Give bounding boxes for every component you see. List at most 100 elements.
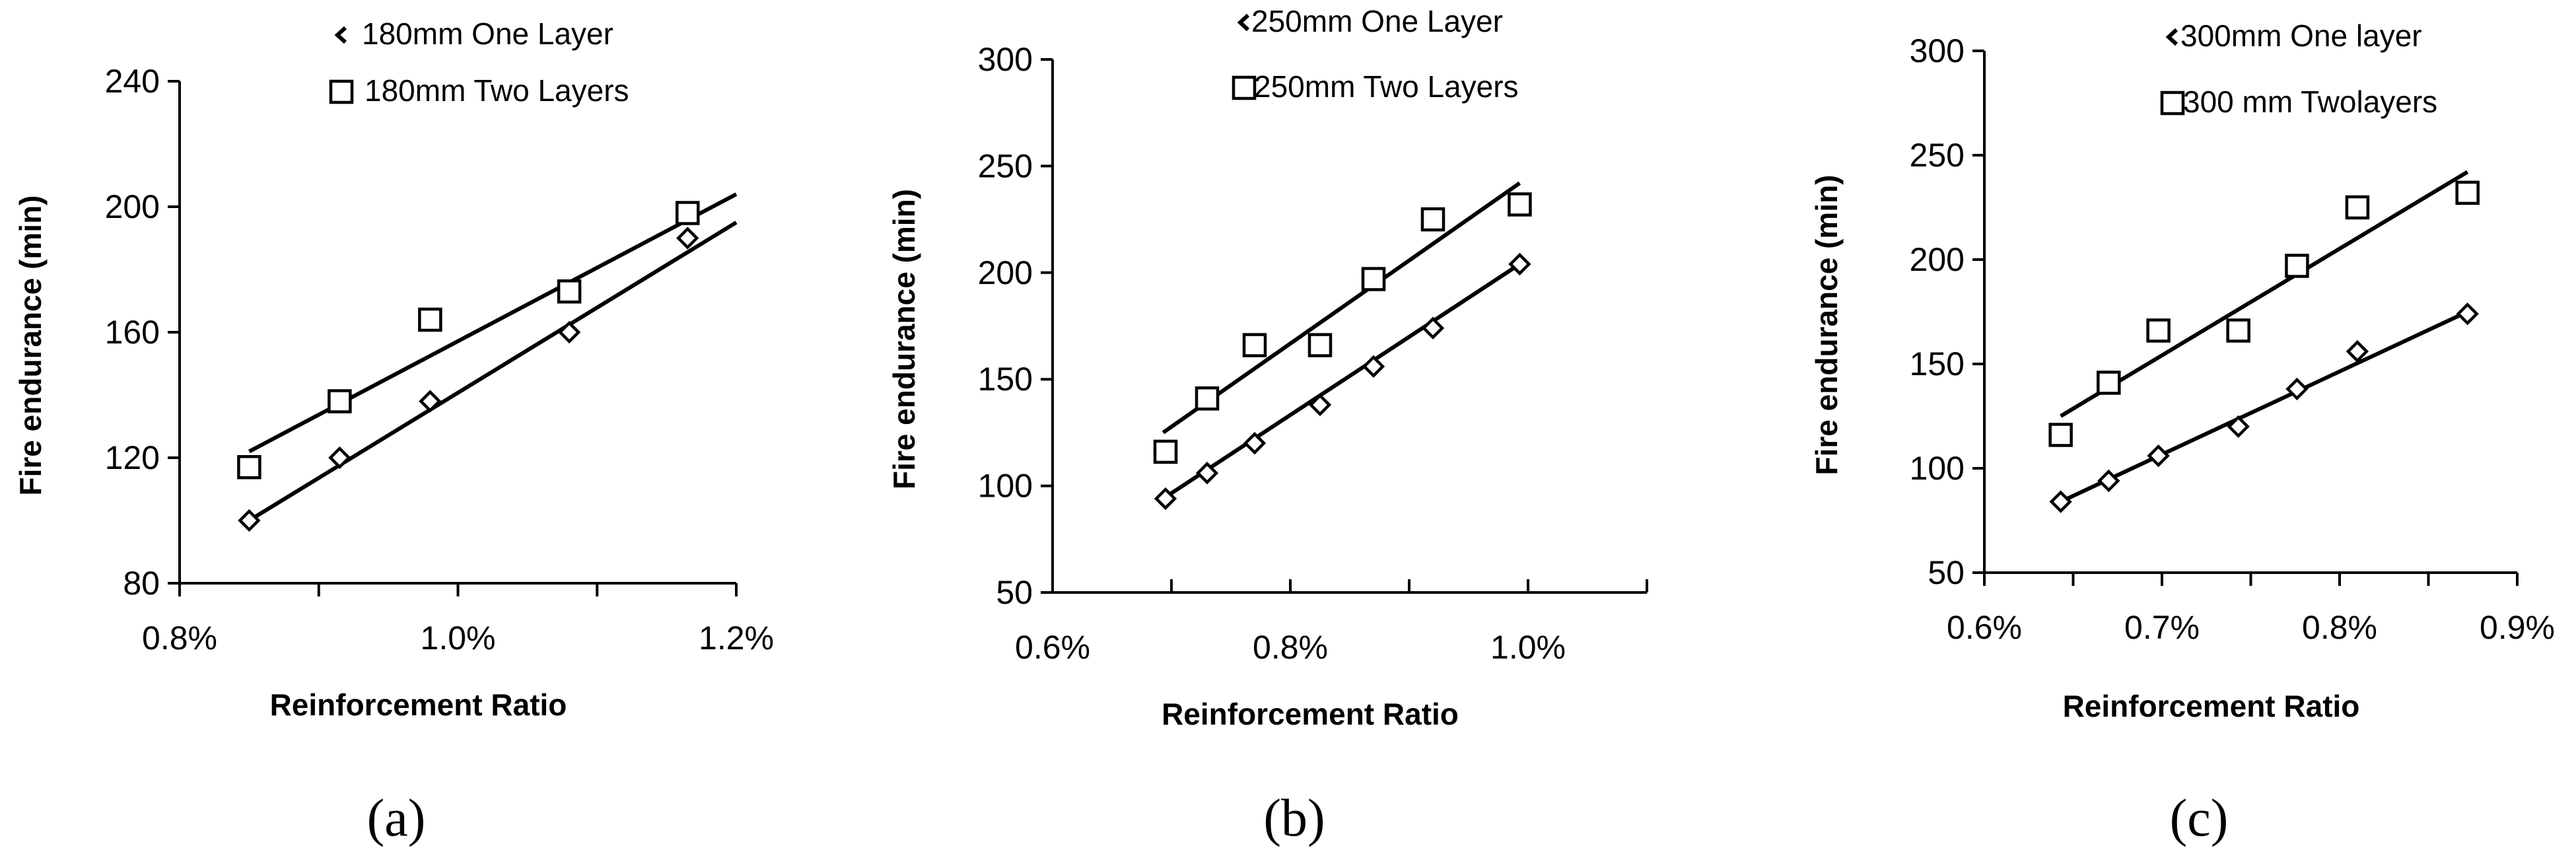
trendline bbox=[1162, 262, 1521, 501]
trendline bbox=[1162, 181, 1521, 435]
series-diamond bbox=[2049, 302, 2479, 513]
y-axis-title: Fire endurance (min) bbox=[887, 189, 921, 489]
legend-marker-diamond bbox=[334, 26, 347, 44]
data-point-diamond bbox=[1195, 462, 1219, 485]
data-point-square bbox=[2285, 254, 2309, 278]
data-point-diamond bbox=[1421, 316, 1445, 340]
legend: 300mm One layer 300 mm Twolayers bbox=[2160, 18, 2437, 119]
x-axis-title: Reinforcement Ratio bbox=[1162, 697, 1459, 731]
data-point-square bbox=[1508, 192, 1532, 217]
data-point-square bbox=[1195, 386, 1220, 411]
data-point-diamond bbox=[2227, 415, 2250, 438]
y-tick-label: 100 bbox=[978, 468, 1033, 505]
y-tick-label: 300 bbox=[1910, 32, 1965, 69]
y-tick-label: 150 bbox=[1910, 345, 1965, 382]
data-point-square bbox=[2226, 318, 2250, 343]
legend-marker-square bbox=[2160, 90, 2185, 116]
data-point-diamond bbox=[2346, 340, 2369, 363]
data-point-diamond bbox=[2097, 469, 2120, 493]
panel-label: (b) bbox=[1263, 789, 1325, 847]
y-axis-title: Fire endurance (min) bbox=[13, 196, 48, 496]
data-point-square bbox=[1420, 207, 1445, 232]
legend: 180mm One Layer 180mm Two Layers bbox=[329, 17, 629, 108]
data-point-square bbox=[2146, 318, 2171, 343]
x-tick-label: 1.0% bbox=[421, 620, 496, 657]
y-tick-label: 240 bbox=[105, 63, 160, 100]
data-point-diamond bbox=[1508, 252, 1531, 276]
series-diamond bbox=[1154, 252, 1531, 511]
data-point-diamond bbox=[2285, 377, 2309, 401]
legend-marker-diamond bbox=[2165, 28, 2178, 46]
y-tick-label: 200 bbox=[1910, 241, 1965, 278]
data-point-diamond bbox=[328, 446, 351, 470]
data-point-diamond bbox=[676, 227, 699, 250]
data-point-square bbox=[1242, 333, 1267, 357]
data-point-diamond bbox=[1362, 355, 1385, 378]
legend-marker-square bbox=[1232, 75, 1257, 100]
data-point-square bbox=[1153, 439, 1178, 464]
panel-label: (a) bbox=[367, 789, 426, 847]
x-tick-label: 0.6% bbox=[1015, 629, 1090, 666]
data-point-diamond bbox=[1243, 431, 1267, 455]
y-tick-label: 150 bbox=[978, 361, 1033, 398]
y-tick-label: 200 bbox=[105, 188, 160, 225]
data-point-diamond bbox=[2456, 302, 2479, 326]
y-tick-label: 200 bbox=[978, 254, 1033, 291]
x-tick-label: 0.6% bbox=[1947, 609, 2022, 646]
x-axis-title: Reinforcement Ratio bbox=[2063, 689, 2360, 723]
data-point-diamond bbox=[2049, 490, 2072, 513]
legend-entry: 250mm One Layer bbox=[1251, 4, 1503, 38]
y-tick-label: 50 bbox=[1928, 554, 1965, 591]
chart-panel-a: 80 120 160 200 240 0.8% 1.0% 1.2% Reinforcement … bbox=[13, 17, 774, 847]
y-tick-label: 250 bbox=[1910, 137, 1965, 174]
x-tick-label: 0.7% bbox=[2124, 609, 2200, 646]
x-tick-label: 0.9% bbox=[2480, 609, 2555, 646]
legend-marker-diamond bbox=[1237, 13, 1250, 32]
legend: 250mm One Layer 250mm Two Layers bbox=[1232, 4, 1519, 104]
data-point-square bbox=[2048, 423, 2073, 447]
trendline bbox=[2060, 170, 2469, 418]
data-point-diamond bbox=[238, 509, 261, 532]
data-point-square bbox=[675, 201, 700, 225]
data-point-square bbox=[2455, 180, 2480, 205]
data-point-square bbox=[418, 307, 442, 332]
data-point-diamond bbox=[419, 390, 442, 413]
data-point-square bbox=[557, 279, 582, 304]
data-point-square bbox=[2097, 371, 2121, 395]
y-tick-label: 80 bbox=[123, 565, 160, 602]
x-tick-label: 1.0% bbox=[1490, 629, 1566, 666]
legend-entry: 300 mm Twolayers bbox=[2183, 85, 2437, 119]
legend-entry: 180mm Two Layers bbox=[365, 73, 629, 108]
legend-marker-square bbox=[329, 79, 354, 104]
trendline bbox=[248, 192, 738, 454]
x-tick-label: 0.8% bbox=[2302, 609, 2377, 646]
y-tick-label: 300 bbox=[978, 41, 1033, 78]
y-tick-label: 160 bbox=[105, 314, 160, 351]
series-square bbox=[237, 192, 738, 480]
series-square bbox=[1153, 181, 1532, 464]
y-tick-label: 50 bbox=[996, 574, 1033, 611]
legend-entry: 250mm Two Layers bbox=[1254, 69, 1519, 104]
data-point-diamond bbox=[557, 320, 581, 344]
data-point-square bbox=[1361, 267, 1386, 291]
legend-entry: 300mm One layer bbox=[2180, 18, 2422, 53]
panel-label: (c) bbox=[2170, 789, 2229, 847]
trendline bbox=[2060, 310, 2468, 504]
data-point-square bbox=[1307, 333, 1333, 357]
chart-panel-b: 50 100 150 200 250 300 0.6% 0.8% 1.0% Reinforceme… bbox=[887, 4, 1648, 847]
x-axis-title: Reinforcement Ratio bbox=[270, 688, 567, 722]
y-tick-label: 100 bbox=[1910, 450, 1965, 487]
data-point-diamond bbox=[2147, 444, 2170, 468]
data-point-diamond bbox=[1308, 393, 1332, 417]
series-diamond bbox=[238, 221, 738, 532]
series-square bbox=[2048, 170, 2480, 447]
data-point-square bbox=[328, 389, 352, 413]
y-axis-title: Fire endurance (min) bbox=[1809, 175, 1844, 476]
x-tick-label: 0.8% bbox=[1253, 629, 1328, 666]
data-point-square bbox=[237, 455, 261, 480]
y-tick-label: 120 bbox=[105, 439, 160, 476]
data-point-square bbox=[2345, 195, 2370, 220]
x-tick-label: 1.2% bbox=[699, 620, 774, 657]
trendline bbox=[248, 221, 738, 522]
